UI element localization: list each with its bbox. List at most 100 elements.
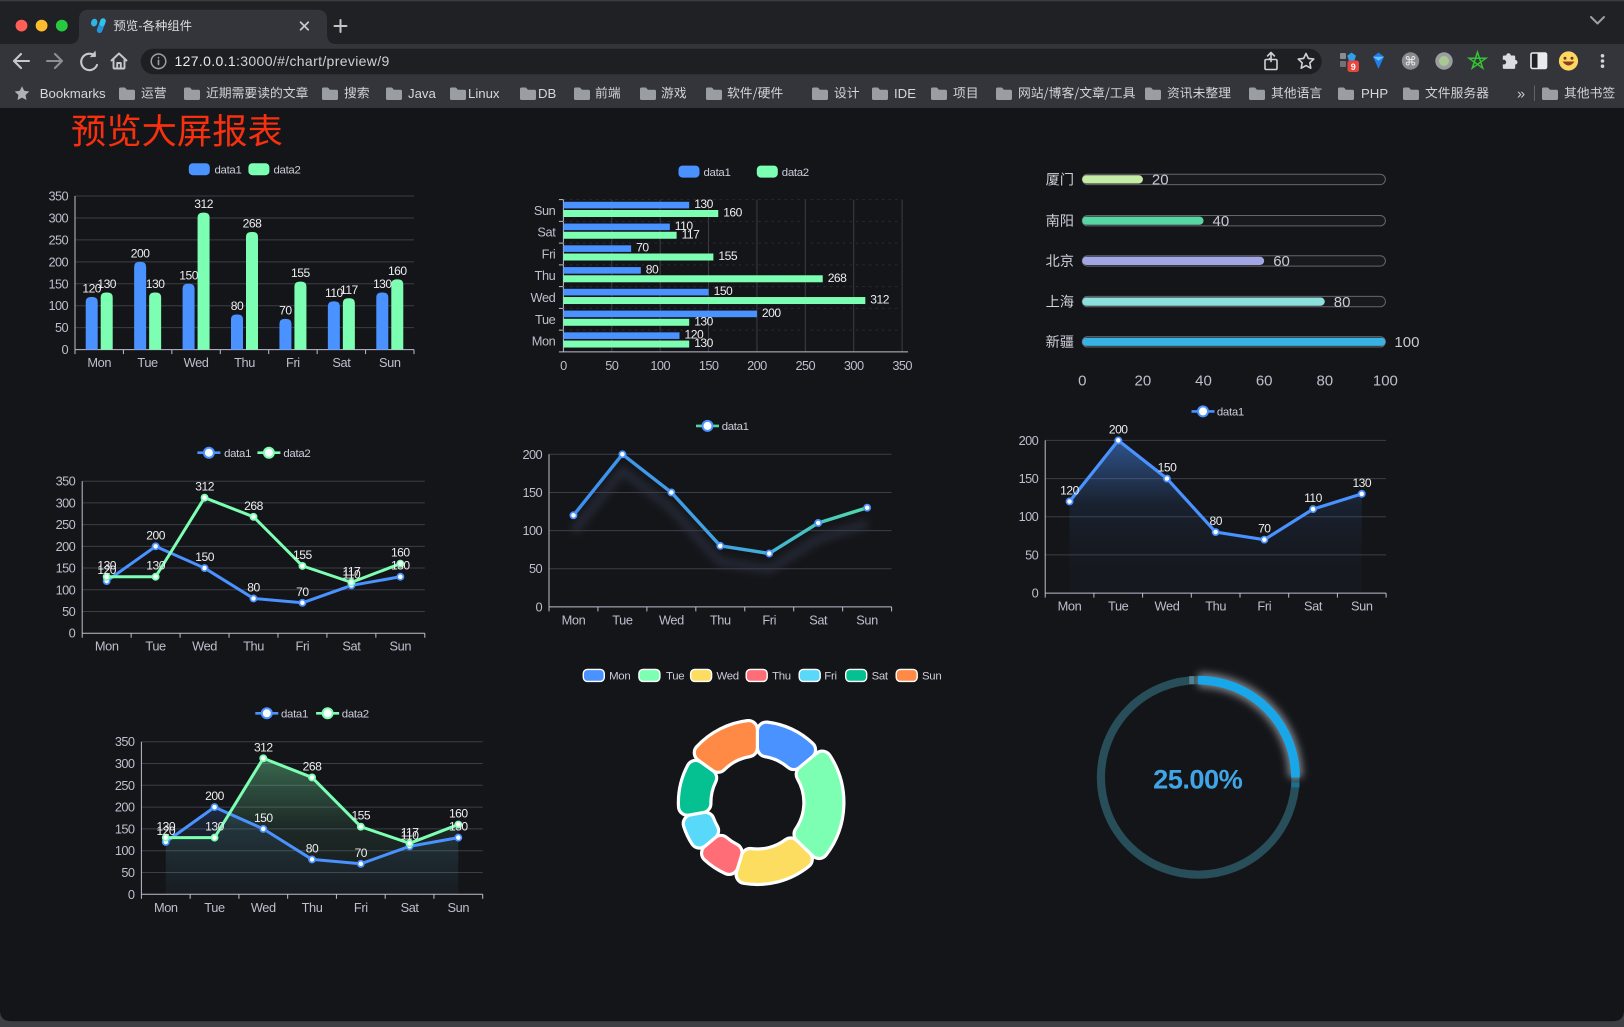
svg-text:Wed: Wed	[531, 290, 556, 305]
svg-text:DB: DB	[538, 86, 557, 101]
svg-text:data1: data1	[1217, 407, 1244, 419]
svg-text:50: 50	[529, 561, 543, 576]
svg-text:130: 130	[97, 277, 116, 291]
svg-text:60: 60	[1256, 373, 1273, 390]
svg-text:Sun: Sun	[379, 355, 401, 370]
svg-text:130: 130	[146, 277, 165, 291]
svg-text:Sat: Sat	[342, 639, 361, 654]
svg-text:160: 160	[388, 264, 407, 278]
svg-text:Tue: Tue	[612, 612, 633, 627]
svg-text:200: 200	[56, 539, 76, 554]
svg-text:Mon: Mon	[609, 671, 630, 683]
svg-text:Mon: Mon	[154, 900, 178, 915]
svg-text:200: 200	[747, 358, 767, 373]
svg-text:Wed: Wed	[717, 671, 739, 683]
svg-text:Sun: Sun	[448, 900, 470, 915]
svg-text:100: 100	[1019, 509, 1039, 524]
svg-text:50: 50	[62, 604, 76, 619]
svg-text:Fri: Fri	[1257, 599, 1271, 614]
svg-text:Tue: Tue	[137, 355, 158, 370]
svg-text:150: 150	[115, 821, 135, 836]
svg-text:127.0.0.1:3000/#/chart/preview: 127.0.0.1:3000/#/chart/preview/9	[175, 53, 390, 69]
svg-text:200: 200	[146, 528, 165, 542]
svg-text:120: 120	[82, 281, 101, 295]
svg-text:Sun: Sun	[390, 639, 412, 654]
svg-text:268: 268	[243, 217, 262, 231]
svg-text:data2: data2	[342, 709, 369, 721]
svg-text:80: 80	[306, 841, 319, 855]
svg-text:120: 120	[97, 563, 116, 577]
svg-text:150: 150	[714, 284, 733, 298]
svg-text:130: 130	[449, 820, 468, 834]
svg-text:50: 50	[605, 358, 619, 373]
svg-text:Tue: Tue	[666, 671, 684, 683]
svg-text:268: 268	[303, 760, 322, 774]
svg-text:110: 110	[343, 567, 362, 581]
svg-text:117: 117	[682, 227, 701, 241]
svg-text:250: 250	[796, 358, 816, 373]
svg-text:130: 130	[205, 820, 224, 834]
svg-text:300: 300	[56, 495, 76, 510]
svg-text:Mon: Mon	[562, 612, 586, 627]
svg-text:Sun: Sun	[922, 671, 941, 683]
svg-text:160: 160	[391, 546, 410, 560]
svg-text:100: 100	[1373, 373, 1398, 390]
svg-text:data1: data1	[704, 167, 731, 179]
svg-text:Fri: Fri	[296, 639, 310, 654]
svg-text:data1: data1	[224, 448, 251, 460]
svg-text:0: 0	[560, 358, 567, 373]
svg-text:Sat: Sat	[1304, 599, 1323, 614]
svg-text:350: 350	[56, 474, 76, 489]
svg-text:100: 100	[650, 358, 670, 373]
svg-text:50: 50	[121, 865, 135, 880]
svg-text:130: 130	[391, 559, 410, 573]
svg-text:»: »	[1517, 87, 1525, 103]
svg-text:200: 200	[522, 447, 542, 462]
svg-text:Wed: Wed	[184, 355, 209, 370]
svg-text:70: 70	[355, 846, 368, 860]
svg-text:117: 117	[340, 283, 359, 297]
svg-text:150: 150	[1158, 461, 1177, 475]
svg-text:Wed: Wed	[1155, 599, 1180, 614]
svg-text:Sat: Sat	[537, 225, 556, 240]
svg-text:350: 350	[892, 358, 912, 373]
svg-text:0: 0	[128, 887, 135, 902]
svg-text:20: 20	[1135, 373, 1152, 390]
svg-text:Fri: Fri	[286, 355, 300, 370]
svg-text:Sat: Sat	[332, 355, 351, 370]
svg-text:130: 130	[97, 559, 116, 573]
svg-text:Wed: Wed	[659, 612, 684, 627]
svg-text:Fri: Fri	[542, 247, 556, 262]
svg-text:200: 200	[115, 800, 135, 815]
svg-text:268: 268	[828, 271, 847, 285]
svg-text:200: 200	[48, 254, 68, 269]
svg-text:70: 70	[279, 303, 292, 317]
svg-text:150: 150	[179, 268, 198, 282]
svg-text:Thu: Thu	[1205, 599, 1226, 614]
svg-text:117: 117	[401, 825, 420, 839]
svg-text:data1: data1	[281, 709, 308, 721]
svg-text:Fri: Fri	[354, 900, 368, 915]
svg-text:155: 155	[291, 266, 310, 280]
svg-text:120: 120	[1060, 484, 1079, 498]
svg-text:Thu: Thu	[772, 671, 791, 683]
svg-text:100: 100	[1394, 334, 1419, 351]
svg-text:Java: Java	[408, 86, 437, 101]
svg-text:Wed: Wed	[251, 900, 276, 915]
svg-text:Thu: Thu	[710, 612, 731, 627]
svg-text:Tue: Tue	[1108, 599, 1129, 614]
svg-text:data1: data1	[722, 421, 749, 433]
svg-text:120: 120	[156, 824, 175, 838]
svg-text:268: 268	[244, 499, 263, 513]
svg-text:130: 130	[694, 336, 713, 350]
svg-text:350: 350	[115, 734, 135, 749]
svg-text:250: 250	[48, 232, 68, 247]
svg-text:350: 350	[48, 189, 68, 204]
svg-text:155: 155	[718, 249, 737, 263]
svg-text:0: 0	[535, 599, 542, 614]
svg-text:Thu: Thu	[243, 639, 264, 654]
svg-text:0: 0	[69, 626, 76, 641]
svg-text:120: 120	[685, 328, 704, 342]
svg-text:100: 100	[48, 298, 68, 313]
svg-text:150: 150	[522, 485, 542, 500]
